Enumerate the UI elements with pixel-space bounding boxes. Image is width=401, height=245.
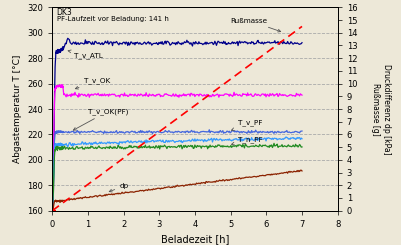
Text: T_v_PF: T_v_PF [231,119,261,131]
Text: Rußmasse: Rußmasse [230,18,280,32]
X-axis label: Beladezeit [h]: Beladezeit [h] [160,234,229,244]
Y-axis label: Abgastemperatur T [°C]: Abgastemperatur T [°C] [13,55,22,163]
Text: DK3: DK3 [57,8,72,17]
Y-axis label: Druckdifferenz dp [kPa]
Rußmasse [g]: Druckdifferenz dp [kPa] Rußmasse [g] [370,64,390,154]
Text: dp: dp [109,183,129,192]
Text: T_v_OK: T_v_OK [75,77,110,89]
Text: PF-Laufzeit vor Beladung: 141 h: PF-Laufzeit vor Beladung: 141 h [57,16,168,22]
Text: T_v_ATL: T_v_ATL [68,50,103,59]
Text: T_n_PF: T_n_PF [231,136,262,145]
Text: T_v_OK(PF): T_v_OK(PF) [73,108,128,130]
